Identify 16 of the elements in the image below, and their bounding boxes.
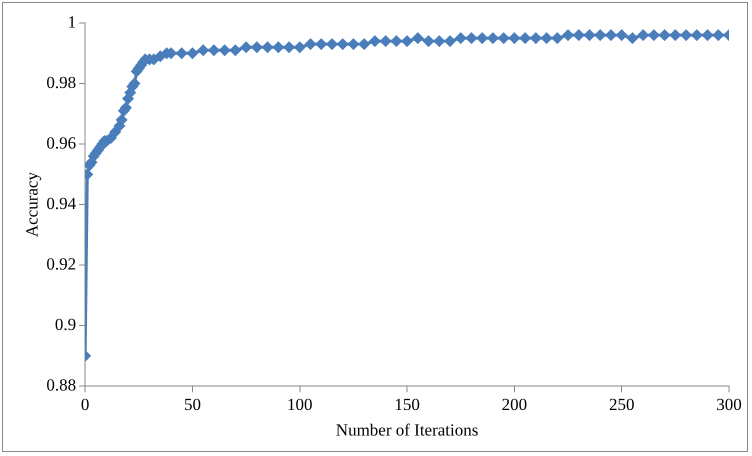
x-tick-label: 100	[287, 394, 313, 414]
y-tick-label: 0.92	[46, 254, 76, 274]
y-tick-label: 1	[68, 12, 76, 32]
x-tick-label: 300	[716, 394, 742, 414]
y-tick-label: 0.94	[46, 194, 77, 214]
y-tick-label: 0.96	[46, 134, 76, 153]
x-axis-title: Number of Iterations	[336, 420, 478, 440]
y-axis-title: Accuracy	[22, 172, 42, 238]
x-tick-label: 250	[608, 394, 634, 414]
x-tick-label: 150	[394, 394, 420, 414]
y-tick-label: 0.88	[46, 376, 76, 395]
y-tick-label: 0.9	[54, 315, 76, 334]
x-tick-label: 200	[502, 394, 528, 414]
y-tick-label: 0.98	[46, 73, 76, 92]
x-tick-label: 0	[80, 394, 90, 414]
x-tick-label: 50	[184, 394, 201, 414]
